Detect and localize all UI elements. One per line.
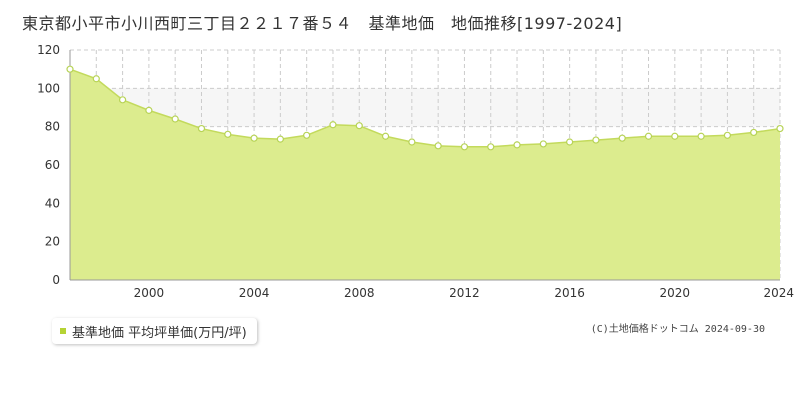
- legend: 基準地価 平均坪単価(万円/坪): [52, 318, 257, 344]
- data-point: [513, 141, 521, 149]
- data-point: [250, 134, 258, 142]
- data-point: [697, 132, 705, 140]
- data-point: [408, 138, 416, 146]
- data-point: [592, 136, 600, 144]
- data-point: [118, 96, 127, 104]
- data-point: [644, 132, 653, 140]
- y-tick-label: 20: [45, 235, 60, 249]
- y-tick-label: 120: [37, 43, 60, 57]
- x-tick-label: 2008: [344, 286, 375, 300]
- x-tick-label: 2024: [763, 286, 794, 300]
- x-tick-label: 2020: [660, 286, 691, 300]
- data-point: [671, 132, 679, 140]
- data-point: [750, 128, 758, 137]
- x-tick-label: 2012: [449, 286, 480, 300]
- chart-title: 東京都小平市小川西町三丁目２２１７番５４ 基準地価 地価推移[1997-2024…: [22, 14, 623, 33]
- data-point: [276, 135, 284, 143]
- data-point: [66, 65, 74, 73]
- legend-marker: [60, 328, 66, 334]
- y-tick-label: 60: [45, 158, 60, 172]
- x-tick-label: 2004: [239, 286, 270, 300]
- background-band: [70, 88, 780, 127]
- data-point: [381, 132, 390, 140]
- data-point: [92, 75, 100, 83]
- x-tick-label: 2000: [134, 286, 165, 300]
- data-point: [776, 124, 784, 133]
- data-point: [460, 143, 469, 151]
- data-point: [618, 134, 626, 142]
- x-tick-label: 2016: [554, 286, 585, 300]
- y-tick-label: 40: [45, 196, 60, 210]
- data-point: [566, 138, 574, 146]
- y-tick-label: 0: [52, 273, 60, 287]
- series-area: [70, 69, 780, 280]
- data-point: [487, 143, 495, 151]
- data-point: [539, 140, 547, 148]
- data-point: [303, 131, 311, 139]
- copyright-text: (C)土地価格ドットコム 2024-09-30: [590, 324, 765, 335]
- data-point: [329, 121, 337, 129]
- data-point: [355, 122, 363, 130]
- data-point: [434, 142, 442, 150]
- data-point: [224, 130, 232, 138]
- data-point: [171, 115, 179, 123]
- y-tick-label: 100: [37, 81, 60, 95]
- data-point: [723, 131, 732, 139]
- series-line: [69, 68, 781, 148]
- data-point: [197, 124, 206, 133]
- data-point: [145, 106, 153, 114]
- y-tick-label: 80: [45, 120, 60, 134]
- legend-label: 基準地価 平均坪単価(万円/坪): [72, 325, 247, 341]
